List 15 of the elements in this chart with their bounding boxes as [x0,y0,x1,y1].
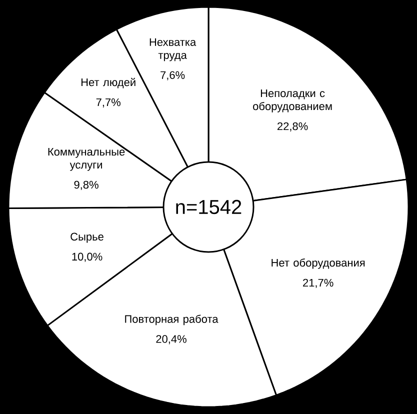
slice-label: Неполадки с оборудованием [253,89,332,112]
slice-label: Нет людей [81,78,136,88]
data-label: 21,7% [303,278,334,288]
data-label: 10,0% [72,252,102,262]
data-label: 7,7% [96,98,120,108]
slice-label: Повторная работа [125,314,218,326]
data-label: 22,8% [277,122,308,132]
slice-label: Сырье [70,232,104,243]
slice-label: Коммунальные услуги [48,148,125,171]
slice-label: Нет оборудования [272,258,365,269]
data-label: 20,4% [156,335,186,344]
text: n=1542 [176,200,242,214]
slice-label: Нехватка труда [150,38,196,62]
data-label: 7,6% [160,71,185,80]
data-label: 9,8% [74,180,98,190]
